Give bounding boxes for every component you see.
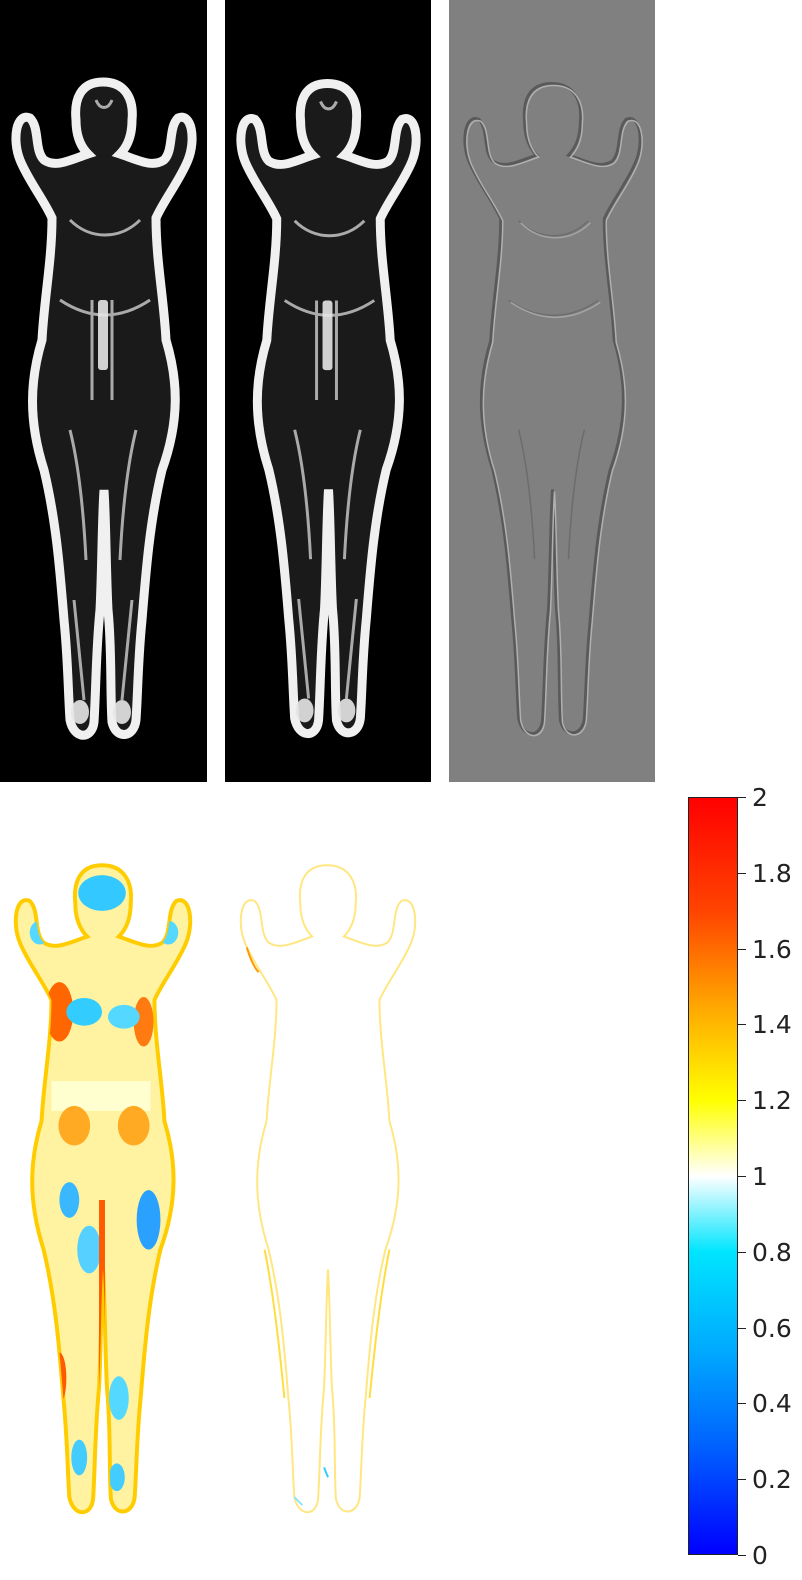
colorbar-tick-label: 1.6 bbox=[752, 934, 792, 964]
colorbar-tick-label: 1.8 bbox=[752, 858, 792, 888]
colorbar-tick bbox=[738, 1024, 746, 1026]
jacobian-map-a-body bbox=[13, 863, 193, 1515]
colorbar-tick-label: 2 bbox=[752, 783, 768, 812]
colorbar-tick-label: 1.2 bbox=[752, 1086, 792, 1116]
fixed-image-body bbox=[0, 0, 207, 782]
colorbar-tick-label: 0 bbox=[752, 1541, 768, 1570]
colorbar-tick bbox=[738, 1479, 746, 1481]
fixed-image bbox=[0, 0, 207, 782]
colorbar bbox=[688, 797, 738, 1555]
jacobian-map-a bbox=[0, 860, 205, 1540]
difference-image-body bbox=[463, 81, 643, 737]
colorbar-tick-label: 0.2 bbox=[752, 1465, 792, 1495]
colorbar-tick bbox=[738, 797, 746, 798]
colorbar-tick-label: 1 bbox=[752, 1162, 768, 1191]
colorbar-tick bbox=[738, 1100, 746, 1102]
colorbar-tick-label: 0.6 bbox=[752, 1313, 792, 1343]
colorbar-tick bbox=[738, 1555, 746, 1556]
colorbar-tick bbox=[738, 872, 746, 874]
jacobian-map-b-body bbox=[239, 864, 417, 1514]
colorbar-tick bbox=[738, 948, 746, 950]
jacobian-map-b bbox=[225, 860, 430, 1540]
colorbar-tick bbox=[738, 1176, 746, 1177]
difference-image bbox=[449, 0, 655, 782]
colorbar-tick-label: 0.4 bbox=[752, 1389, 792, 1419]
colorbar-tick-label: 0.8 bbox=[752, 1237, 792, 1267]
warped-image-body bbox=[225, 0, 431, 782]
colorbar-tick bbox=[738, 1403, 746, 1405]
colorbar-tick bbox=[738, 1327, 746, 1329]
colorbar-tick-label: 1.4 bbox=[752, 1010, 792, 1040]
colorbar-tick bbox=[738, 1251, 746, 1253]
warped-image bbox=[225, 0, 431, 782]
